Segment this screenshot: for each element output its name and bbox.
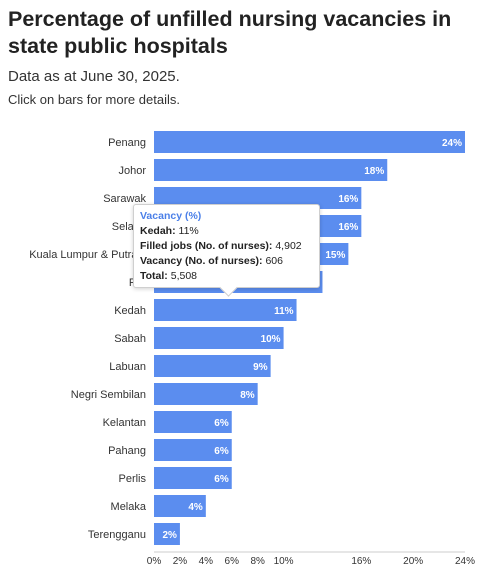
- category-label: Kelantan: [103, 417, 146, 429]
- value-label: 11%: [274, 306, 294, 317]
- bar-labuan[interactable]: [154, 355, 271, 377]
- category-label: Sabah: [114, 333, 146, 345]
- value-label: 8%: [240, 390, 255, 401]
- category-label: Melaka: [111, 501, 147, 513]
- bar-perlis[interactable]: [154, 467, 232, 489]
- tooltip-row-filled: Filled jobs (No. of nurses): 4,902: [140, 240, 302, 252]
- category-label: Sarawak: [103, 193, 146, 205]
- x-tick-label: 16%: [351, 556, 371, 567]
- value-label: 15%: [325, 250, 345, 261]
- x-tick-label: 20%: [403, 556, 423, 567]
- category-label: Kuala Lumpur & Putraja: [29, 249, 147, 261]
- category-label: Johor: [118, 165, 146, 177]
- bar-terengganu[interactable]: [154, 523, 180, 545]
- category-label: Perlis: [118, 473, 146, 485]
- value-label: 6%: [214, 418, 229, 429]
- value-label: 16%: [338, 194, 358, 205]
- category-label: Labuan: [109, 361, 146, 373]
- category-label: Kedah: [114, 305, 146, 317]
- bar-negri-sembilan[interactable]: [154, 383, 258, 405]
- bar-penang[interactable]: [154, 131, 465, 153]
- tooltip-row-kedah: Kedah: 11%: [140, 225, 199, 237]
- value-label: 10%: [261, 334, 281, 345]
- bar-kedah[interactable]: [154, 299, 297, 321]
- tooltip: Vacancy (%) Kedah: 11% Filled jobs (No. …: [133, 204, 320, 297]
- bar-melaka[interactable]: [154, 495, 206, 517]
- x-tick-label: 0%: [147, 556, 162, 567]
- chart-subtitle: Data as at June 30, 2025.: [8, 68, 180, 85]
- tooltip-title: Vacancy (%): [140, 210, 202, 222]
- x-tick-label: 8%: [250, 556, 265, 567]
- bar-kelantan[interactable]: [154, 411, 232, 433]
- x-tick-label: 10%: [274, 556, 294, 567]
- value-label: 24%: [442, 138, 462, 149]
- category-label: Negri Sembilan: [71, 389, 146, 401]
- bar-pahang[interactable]: [154, 439, 232, 461]
- value-label: 6%: [214, 474, 229, 485]
- bar-johor[interactable]: [154, 159, 388, 181]
- bar-chart: Penang 24%Johor 18%Sarawak 16%Selang 16%Kual…: [29, 131, 475, 567]
- category-label: Terengganu: [88, 529, 146, 541]
- value-label: 2%: [162, 530, 177, 541]
- tooltip-row-total: Total: 5,508: [140, 270, 198, 282]
- value-label: 16%: [338, 222, 358, 233]
- value-label: 6%: [214, 446, 229, 457]
- value-label: 18%: [364, 166, 384, 177]
- chart-title: Percentage of unfilled nursing vacancies…: [8, 7, 452, 58]
- category-label: Penang: [108, 137, 146, 149]
- bar-sabah[interactable]: [154, 327, 284, 349]
- x-tick-label: 4%: [199, 556, 214, 567]
- chart-note: Click on bars for more details.: [8, 92, 180, 107]
- value-label: 9%: [253, 362, 268, 373]
- x-tick-label: 6%: [225, 556, 240, 567]
- x-tick-label: 2%: [173, 556, 188, 567]
- bar-sarawak[interactable]: [154, 187, 362, 209]
- tooltip-row-vacancy: Vacancy (No. of nurses): 606: [140, 255, 283, 267]
- x-tick-label: 24%: [455, 556, 475, 567]
- value-label: 4%: [188, 502, 203, 513]
- category-label: Pahang: [108, 445, 146, 457]
